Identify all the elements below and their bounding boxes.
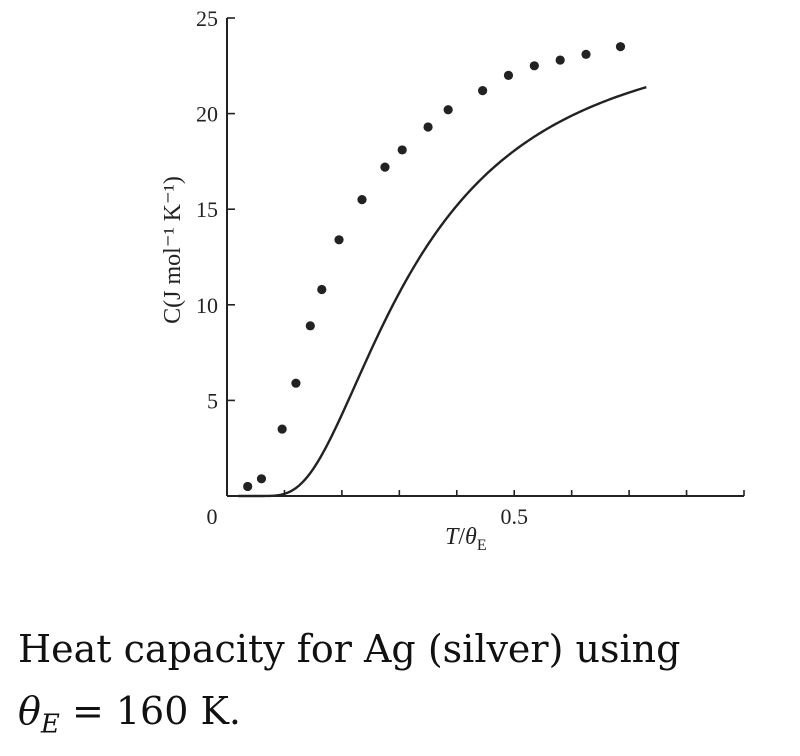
data-points-layer [243,42,626,492]
y-axis-title: C(J mol⁻¹ K⁻¹) [160,176,186,324]
einstein-fit-curve-layer [238,86,647,498]
x-tick-label-1: 0.5 [500,504,528,529]
y-tick-label-1: 10 [196,293,218,318]
data-point-2 [277,424,287,434]
data-point-8 [380,162,390,172]
caption-theta: θ [18,689,41,733]
data-point-12 [478,86,488,96]
data-point-0 [243,481,253,492]
data-point-10 [423,122,433,132]
y-tick-label-4: 25 [196,6,218,31]
data-point-13 [503,70,514,80]
x-tick-label-0: 0 [207,504,218,529]
data-point-16 [581,49,591,59]
data-point-14 [529,61,539,71]
data-point-3 [291,378,301,388]
y-tick-label-2: 15 [196,197,218,222]
y-axis-ticks [227,17,235,402]
caption-text: Heat capacity for Ag (silver) using [18,627,681,671]
x-axis-tick-labels: 0 0.5 [207,504,528,529]
x-axis-title: T/θE [445,524,487,554]
data-point-9 [397,145,407,155]
data-point-15 [555,55,565,65]
caption-theta-sub: E [40,709,60,740]
figure-caption: Heat capacity for Ag (silver) using θE =… [18,618,793,756]
y-tick-label-0: 5 [207,388,218,413]
data-point-5 [317,284,327,295]
y-tick-label-3: 20 [196,102,218,127]
y-axis: 5 10 15 20 25 C(J mol⁻¹ K⁻¹) [160,6,235,496]
x-axis: 0 0.5 T/θE [207,490,745,554]
data-point-17 [615,42,626,52]
y-axis-tick-labels: 5 10 15 20 25 [196,6,218,413]
data-point-4 [305,321,315,331]
data-point-7 [357,195,367,205]
caption-value: = 160 K. [59,689,241,733]
data-point-1 [256,474,267,484]
data-point-6 [334,235,344,245]
einstein-fit-curve [238,86,647,498]
data-point-11 [443,105,453,115]
